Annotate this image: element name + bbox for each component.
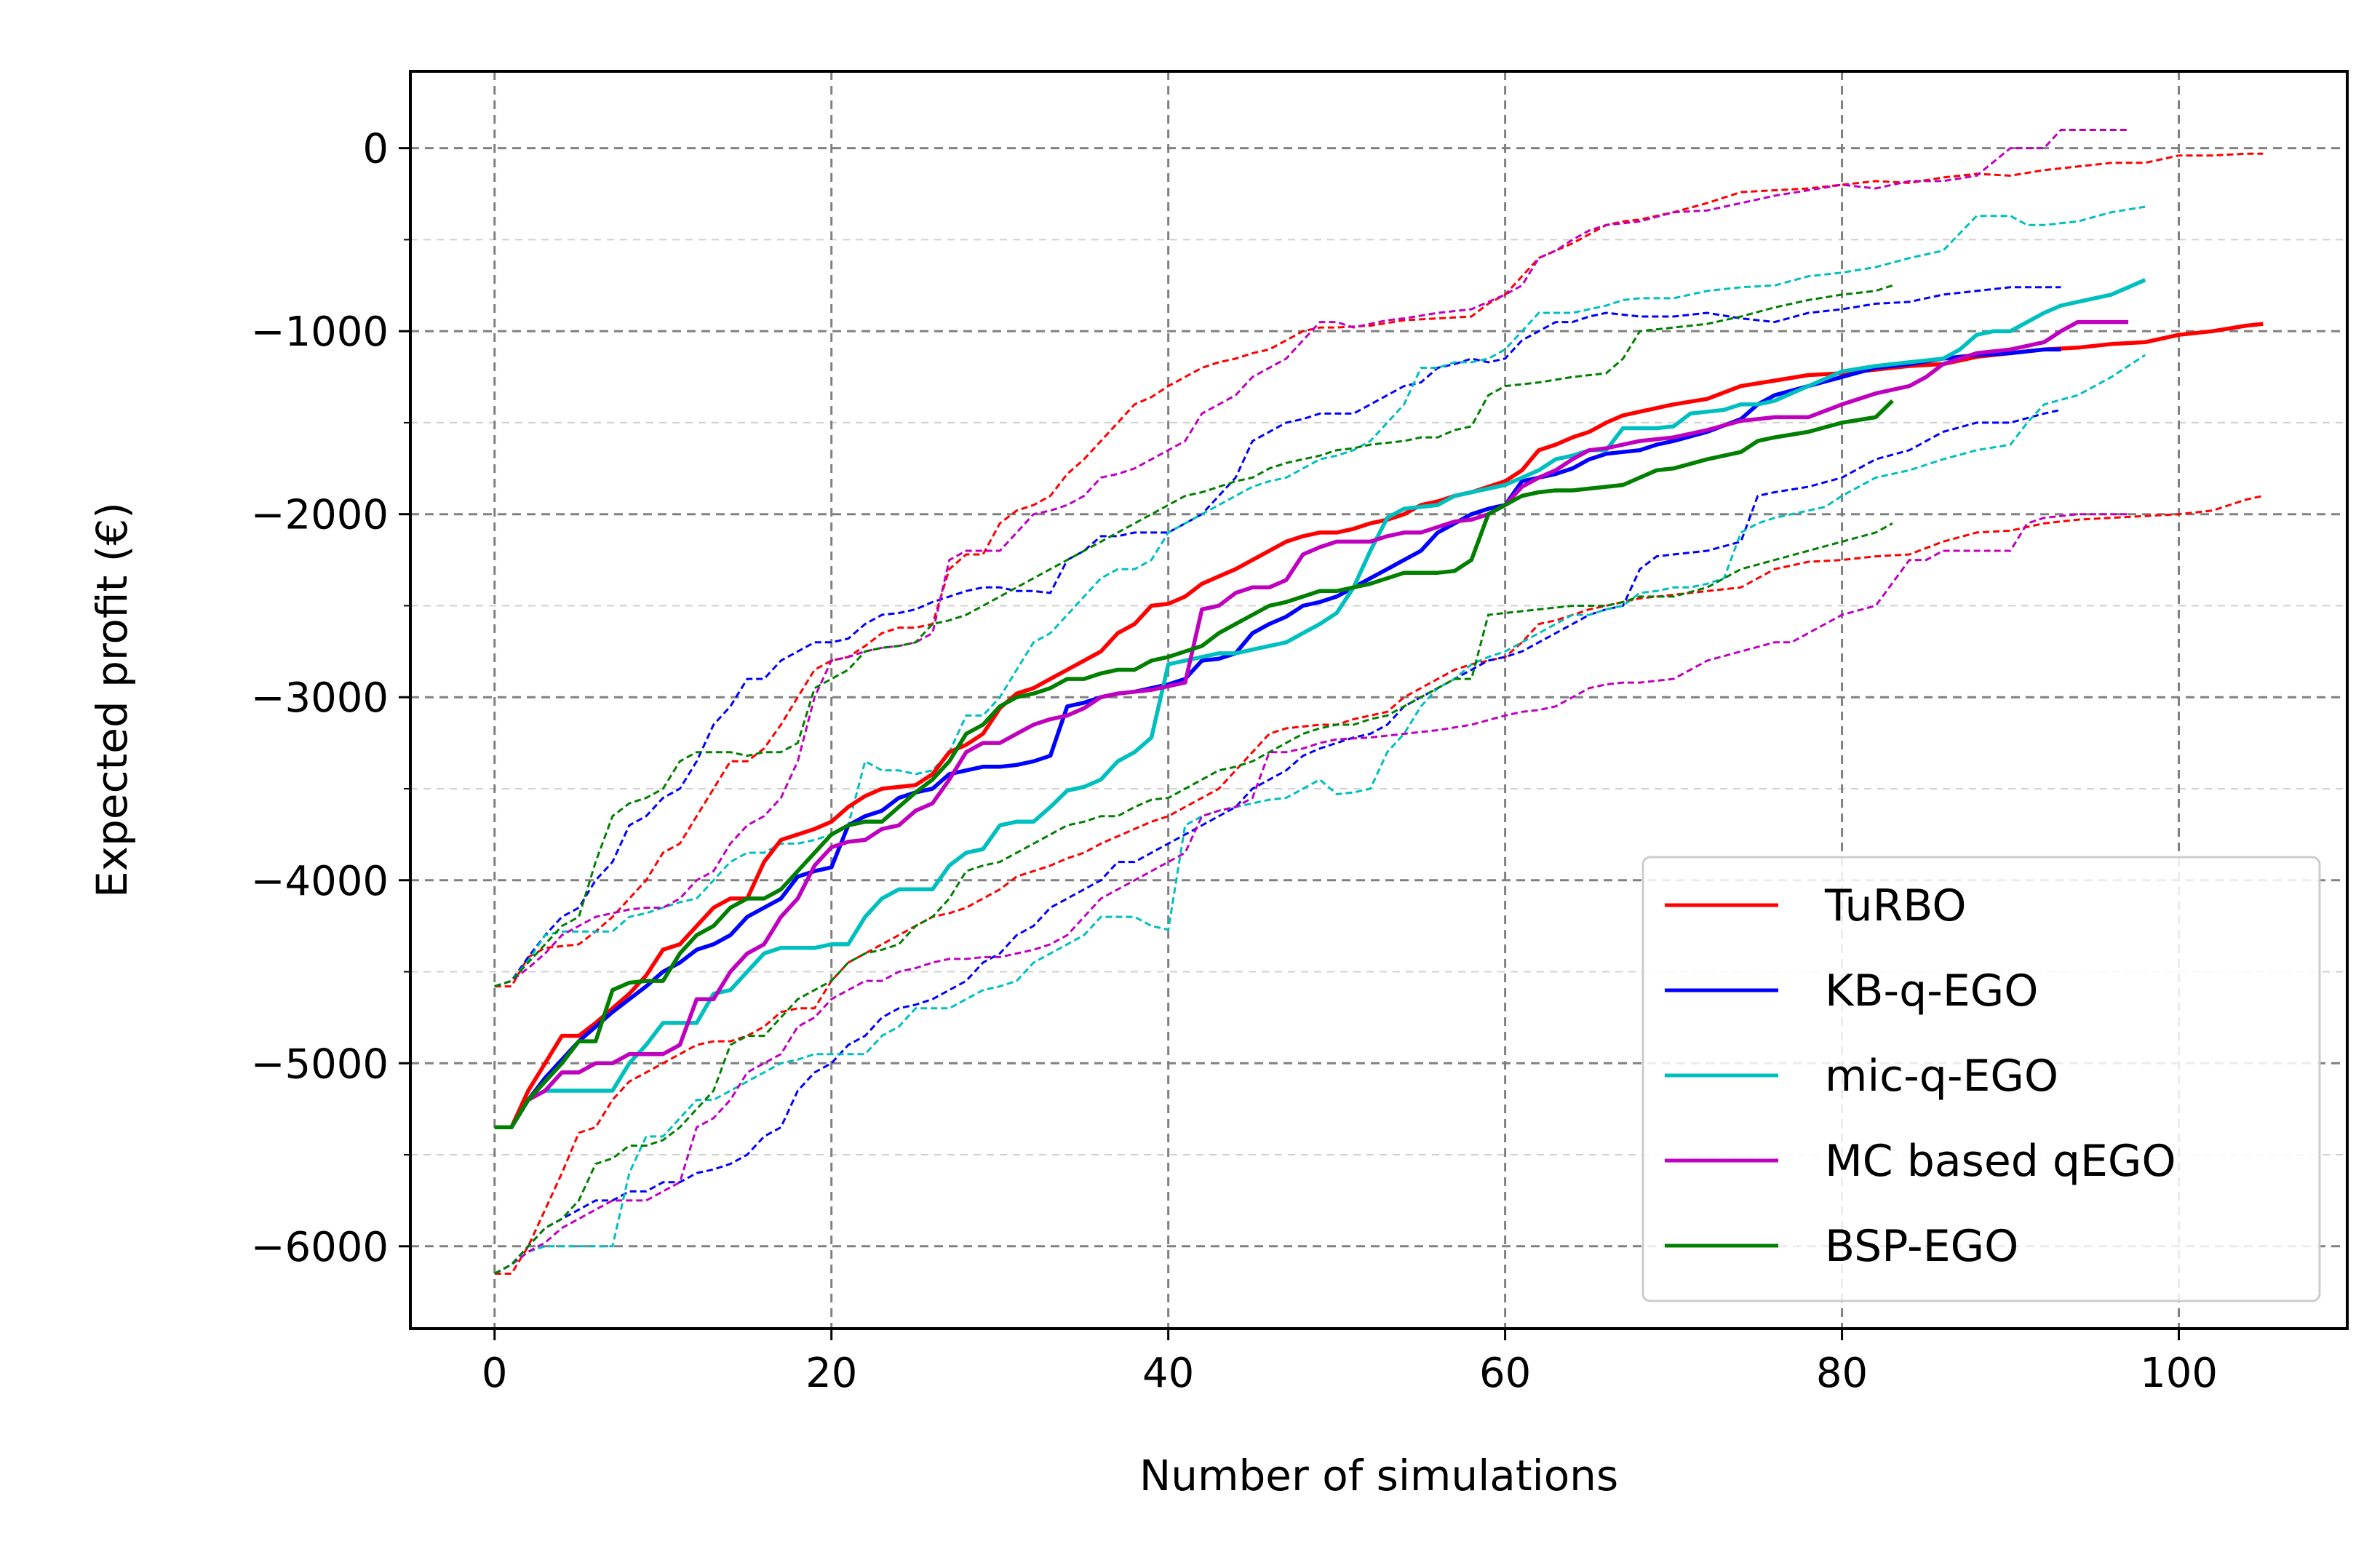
mic-q-ego-mean-line [494,278,2146,1130]
x-tick-label: 100 [2140,1350,2218,1397]
y-tick-label: −2000 [251,492,389,539]
x-tick-label: 40 [1142,1350,1194,1397]
legend-label-turbo: TuRBO [1824,880,1967,931]
series-layer [493,129,2264,1275]
bsp-ego-upper-bound-line [494,284,1893,988]
mc-based-qego-upper-bound-line [494,129,2129,988]
turbo-mean-line [494,322,2264,1130]
bsp-ego-mean-line [494,399,1894,1130]
mic-q-ego-upper-bound-line [494,205,2146,988]
legend-label-mic-q-ego: mic-q-EGO [1825,1051,2058,1102]
turbo-lower-bound-line [494,495,2264,1275]
legend-label-mc-based-qego: MC based qEGO [1825,1136,2176,1187]
legend-label-bsp-ego: BSP-EGO [1825,1221,2018,1272]
mc-based-qego-mean-line [494,319,2129,1130]
y-tick-label: −4000 [251,858,389,905]
legend: TuRBO KB-q-EGO mic-q-EGO MC based qEGO BSP-E… [1641,856,2321,1302]
legend-label-kb-q-ego: KB-q-EGO [1825,966,2039,1016]
mic-q-ego-lower-bound-line [493,354,2146,1275]
kb-q-ego-lower-bound-line [493,408,2061,1275]
x-tick-label: 20 [805,1350,857,1397]
x-tick-label: 80 [1816,1350,1868,1397]
plot-frame [409,70,2349,1330]
y-tick-label: −5000 [251,1040,389,1088]
y-tick-label: 0 [362,126,389,173]
y-tick-label: −6000 [251,1224,389,1271]
grid [410,71,2347,1329]
y-tick-label: −3000 [251,674,389,722]
ticks: 0 20 40 60 80 100 0 −1000 −2000 −3000 −4000 −5000 −6… [251,126,2218,1397]
turbo-upper-bound-line [494,152,2264,988]
y-axis-title: Expected profit (€) [87,502,137,898]
kb-q-ego-mean-line [494,347,2061,1130]
x-tick-label: 0 [482,1350,508,1397]
y-tick-label: −1000 [251,309,389,356]
kb-q-ego-upper-bound-line [494,286,2061,988]
x-tick-label: 60 [1479,1350,1531,1397]
bsp-ego-lower-bound-line [493,522,1893,1275]
legend-box [1641,856,2321,1302]
x-axis-title: Number of simulations [1139,1451,1618,1500]
